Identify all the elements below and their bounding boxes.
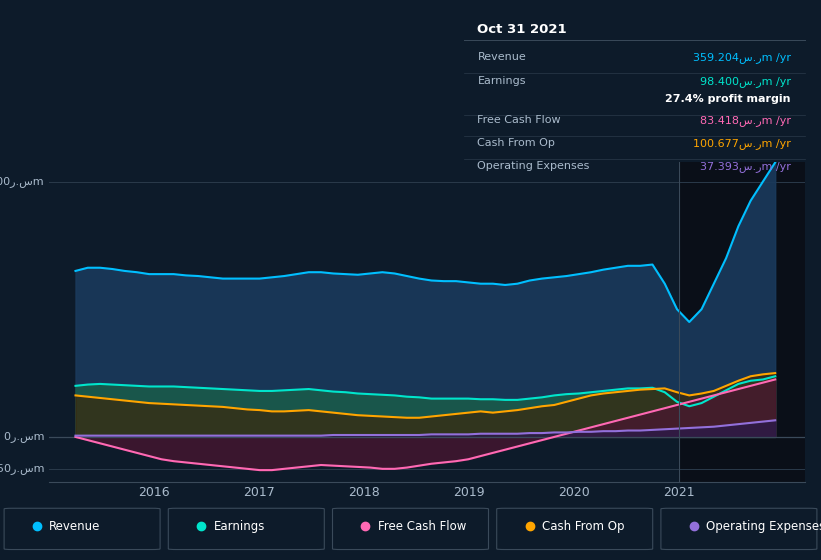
Text: Operating Expenses: Operating Expenses xyxy=(706,520,821,533)
Text: Cash From Op: Cash From Op xyxy=(478,138,555,148)
Text: Oct 31 2021: Oct 31 2021 xyxy=(478,22,567,36)
Text: Revenue: Revenue xyxy=(478,52,526,62)
Text: -50ر.س‏m: -50ر.س‏m xyxy=(0,463,44,474)
Text: 83.418س.رm /yr: 83.418س.رm /yr xyxy=(700,115,791,126)
Text: 400ر.س‏m: 400ر.س‏m xyxy=(0,176,44,187)
Text: Free Cash Flow: Free Cash Flow xyxy=(378,520,466,533)
Text: 27.4% profit margin: 27.4% profit margin xyxy=(666,94,791,104)
Text: Revenue: Revenue xyxy=(49,520,101,533)
Text: 98.400س.رm /yr: 98.400س.رm /yr xyxy=(700,76,791,87)
Text: Free Cash Flow: Free Cash Flow xyxy=(478,115,561,125)
Text: 37.393س.رm /yr: 37.393س.رm /yr xyxy=(700,161,791,171)
Text: Operating Expenses: Operating Expenses xyxy=(478,161,589,171)
Text: Earnings: Earnings xyxy=(213,520,265,533)
Text: Cash From Op: Cash From Op xyxy=(542,520,624,533)
Text: 359.204س.رm /yr: 359.204س.رm /yr xyxy=(693,52,791,63)
Text: 0ر.س‏m: 0ر.س‏m xyxy=(3,431,44,442)
Text: Earnings: Earnings xyxy=(478,76,526,86)
Bar xyxy=(679,162,805,482)
Text: 100.677س.رm /yr: 100.677س.رm /yr xyxy=(693,138,791,149)
